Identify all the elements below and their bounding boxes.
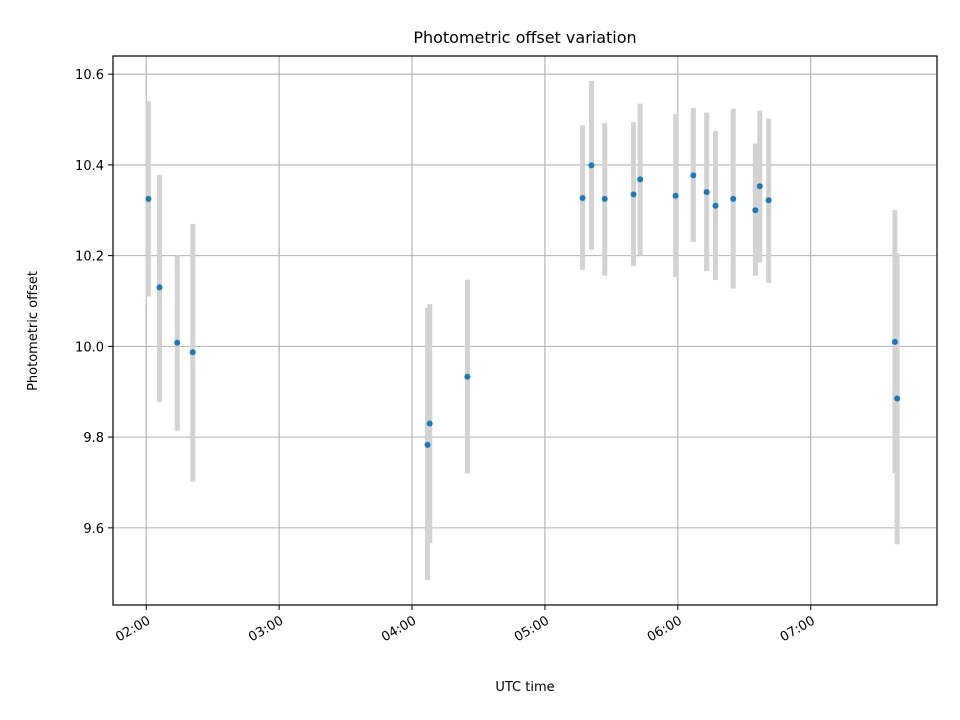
data-point [891, 338, 898, 345]
data-point [630, 191, 637, 198]
data-point [601, 195, 608, 202]
data-points [145, 162, 901, 448]
data-point [894, 395, 901, 402]
data-point [174, 339, 181, 346]
data-point [703, 189, 710, 196]
grid [113, 56, 937, 605]
x-tick-label: 06:00 [645, 613, 685, 645]
data-point [690, 172, 697, 179]
data-point [156, 284, 163, 291]
data-point [730, 195, 737, 202]
data-point [464, 373, 471, 380]
y-tick-label: 9.8 [83, 431, 104, 446]
data-point [189, 349, 196, 356]
data-point [145, 195, 152, 202]
data-point [426, 420, 433, 427]
y-axis-label: Photometric offset [26, 271, 41, 391]
y-tick-label: 10.2 [75, 250, 104, 265]
error-bars [145, 80, 900, 581]
data-point [672, 192, 679, 199]
x-tick-label: 03:00 [246, 613, 286, 645]
y-tick-label: 10.6 [75, 68, 104, 83]
x-tick-label: 04:00 [379, 613, 419, 645]
data-point [712, 202, 719, 209]
plot-frame [112, 55, 938, 606]
data-point [579, 195, 586, 202]
x-tick-label: 05:00 [512, 613, 552, 645]
x-tick-label: 02:00 [113, 613, 153, 645]
data-point [424, 441, 431, 448]
y-tick-label: 10.0 [75, 340, 104, 355]
data-point [588, 162, 595, 169]
x-tick-label: 07:00 [778, 613, 818, 645]
y-tick-label: 9.6 [83, 522, 104, 537]
chart-title: Photometric offset variation [413, 28, 636, 47]
data-point [752, 207, 759, 214]
data-point [637, 176, 644, 183]
y-tick-label: 10.4 [75, 159, 104, 174]
x-axis-label: UTC time [495, 680, 554, 695]
data-point [756, 183, 763, 190]
data-point [765, 197, 772, 204]
